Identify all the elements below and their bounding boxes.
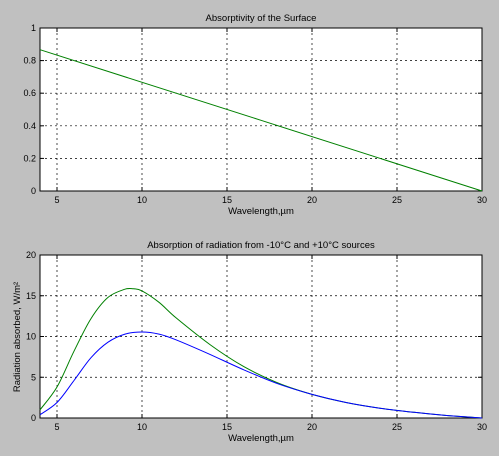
y-axis-label: Radiation absorbed, W/m² <box>12 282 23 392</box>
x-tick-label: 30 <box>477 195 487 205</box>
axis-ticks: 5 10 15 20 25 30 0 0.2 0.4 0.6 0.8 1 <box>23 23 487 205</box>
x-axis-label: Wavelength,µm <box>228 206 294 217</box>
y-tick-label: 0.6 <box>23 88 36 98</box>
chart-title: Absorptivity of the Surface <box>206 13 317 24</box>
plot-area <box>39 27 483 192</box>
x-tick-label: 25 <box>392 422 402 432</box>
x-tick-label: 15 <box>222 195 232 205</box>
y-tick-label: 10 <box>26 332 36 342</box>
x-tick-label: 20 <box>307 422 317 432</box>
series-line-2 <box>39 331 483 419</box>
x-tick-label: 25 <box>392 195 402 205</box>
grid <box>40 255 482 418</box>
axis-ticks: 5 10 15 20 25 30 0 5 10 15 20 <box>26 250 487 432</box>
x-tick-label: 10 <box>137 422 147 432</box>
chart-absorptivity: 5 10 15 20 25 30 0 0.2 0.4 0.6 0.8 1 Absorptivity o… <box>23 13 487 217</box>
y-tick-label: 0 <box>31 413 36 423</box>
y-tick-label: 20 <box>26 250 36 260</box>
x-tick-label: 5 <box>54 422 59 432</box>
y-tick-label: 0.8 <box>23 56 36 66</box>
y-tick-label: 5 <box>31 372 36 382</box>
series-line-1 <box>39 49 483 192</box>
x-tick-label: 30 <box>477 422 487 432</box>
y-tick-label: 1 <box>31 23 36 33</box>
x-axis-label: Wavelength,µm <box>228 433 294 444</box>
x-tick-label: 5 <box>54 195 59 205</box>
x-tick-label: 15 <box>222 422 232 432</box>
chart-title: Absorption of radiation from -10°C and +… <box>147 240 375 251</box>
y-tick-label: 0.2 <box>23 153 36 163</box>
y-tick-label: 15 <box>26 291 36 301</box>
series-group <box>39 49 483 192</box>
chart-absorption-radiation: 5 10 15 20 25 30 0 5 10 15 20 Absorption of radiat… <box>12 240 487 444</box>
y-tick-label: 0.4 <box>23 121 36 131</box>
y-tick-label: 0 <box>31 186 36 196</box>
x-tick-label: 10 <box>137 195 147 205</box>
x-tick-label: 20 <box>307 195 317 205</box>
series-group <box>39 287 483 419</box>
